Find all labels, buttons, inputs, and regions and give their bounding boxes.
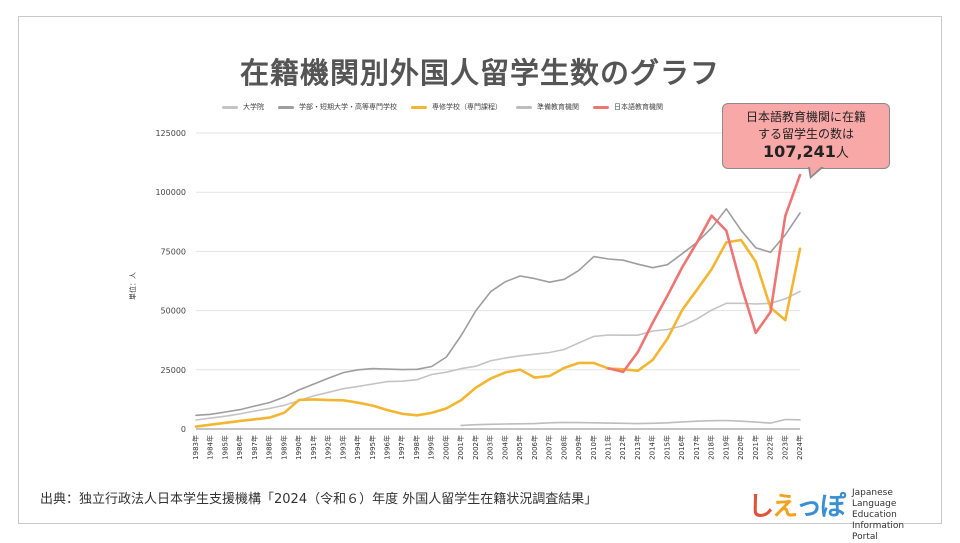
series-line [460, 418, 801, 427]
x-tick-label: 1995年 [368, 435, 377, 460]
x-tick-label: 2017年 [692, 435, 701, 460]
logo-text-line-3: Portal [852, 532, 878, 542]
x-tick-label: 2016年 [677, 435, 686, 460]
legend-swatch [593, 105, 609, 109]
x-tick-label: 2013年 [633, 435, 642, 460]
x-tick-label: 2004年 [500, 435, 509, 460]
x-tick-label: 1989年 [279, 435, 288, 460]
callout-line-1: 日本語教育機関に在籍 [745, 110, 866, 124]
callout-line-2: する留学生の数は [757, 127, 854, 141]
x-tick-label: 1998年 [412, 435, 421, 460]
logo-text-line-1: Japanese Language [852, 488, 897, 509]
y-tick-label: 50000 [161, 307, 186, 316]
legend-swatch [411, 105, 427, 109]
legend-item: 準備教育機関 [516, 102, 579, 112]
x-tick-label: 2022年 [766, 435, 775, 460]
x-tick-label: 1996年 [383, 435, 392, 460]
callout-unit: 人 [835, 146, 849, 161]
series-line [607, 173, 802, 374]
x-tick-label: 2023年 [780, 435, 789, 460]
x-tick-label: 2019年 [721, 435, 730, 460]
y-tick-label: 75000 [161, 247, 186, 256]
portal-logo[interactable]: しえっぽ Japanese Language Education Informa… [748, 486, 938, 542]
x-tick-label: 2008年 [559, 435, 568, 460]
x-tick-label: 1990年 [294, 435, 303, 460]
y-tick-label: 125000 [155, 129, 186, 138]
x-tick-label: 2001年 [456, 435, 465, 460]
x-tick-label: 1993年 [338, 435, 347, 460]
legend-item: 学部・短期大学・高等専門学校 [278, 102, 397, 112]
legend-swatch [516, 105, 532, 109]
legend-item: 大学院 [222, 102, 264, 112]
x-tick-label: 2010年 [589, 435, 598, 460]
logo-char: え [772, 492, 798, 522]
legend-label: 大学院 [243, 103, 264, 111]
chart-legend: 大学院 学部・短期大学・高等専門学校 専修学校（専門課程） 準備教育機関 日本語教育機関 [222, 100, 663, 114]
logo-char: っ [796, 492, 822, 522]
chart-title: 在籍機関別外国人留学生数のグラフ [239, 56, 720, 90]
logo-mark: しえっぽ [748, 486, 846, 523]
legend-label: 専修学校（専門課程） [432, 103, 502, 111]
x-tick-label: 2000年 [441, 435, 450, 460]
callout-value-row: 107,241人 [723, 143, 889, 162]
x-tick-label: 1986年 [235, 435, 244, 460]
x-tick-label: 2021年 [751, 435, 760, 460]
x-tick-label: 2007年 [545, 435, 554, 460]
x-tick-label: 1999年 [427, 435, 436, 460]
x-tick-label: 2015年 [662, 435, 671, 460]
x-tick-label: 1987年 [250, 435, 259, 460]
legend-item: 日本語教育機関 [593, 102, 663, 112]
slide-frame [18, 16, 942, 524]
logo-text-line-2: Education Information [852, 510, 905, 531]
y-tick-label: 0 [181, 425, 186, 434]
x-tick-label: 2011年 [603, 435, 612, 460]
source-citation: 出典：独立行政法人日本学生支援機構「2024（令和６）年度 外国人留学生在籍状況… [40, 492, 598, 507]
callout-value: 107,241 [763, 142, 836, 161]
x-tick-label: 1997年 [397, 435, 406, 460]
x-tick-label: 2006年 [530, 435, 539, 460]
x-tick-label: 2018年 [707, 435, 716, 460]
logo-text: Japanese Language Education Information … [852, 488, 938, 543]
x-tick-label: 2009年 [574, 435, 583, 460]
logo-char: し [748, 492, 774, 522]
legend-label: 学部・短期大学・高等専門学校 [299, 103, 397, 111]
x-tick-label: 2002年 [471, 435, 480, 460]
x-tick-label: 2005年 [515, 435, 524, 460]
legend-label: 日本語教育機関 [614, 103, 663, 111]
x-tick-label: 2020年 [736, 435, 745, 460]
y-tick-label: 100000 [155, 188, 186, 197]
y-tick-label: 25000 [161, 366, 186, 375]
legend-item: 専修学校（専門課程） [411, 102, 502, 112]
series-line [194, 238, 802, 428]
x-tick-label: 1984年 [206, 435, 215, 460]
legend-swatch [278, 105, 294, 109]
legend-label: 準備教育機関 [537, 103, 579, 111]
x-tick-label: 1994年 [353, 435, 362, 460]
callout-bubble: 日本語教育機関に在籍 する留学生の数は 107,241人 [722, 103, 890, 169]
legend-swatch [222, 105, 238, 109]
x-tick-label: 1985年 [220, 435, 229, 460]
x-tick-label: 1983年 [191, 435, 200, 460]
x-tick-label: 2014年 [648, 435, 657, 460]
x-tick-label: 2012年 [618, 435, 627, 460]
callout-tail-fill [810, 166, 822, 176]
x-tick-label: 1991年 [309, 435, 318, 460]
x-tick-label: 1992年 [324, 435, 333, 460]
x-tick-label: 2024年 [795, 435, 804, 460]
logo-char: ぽ [820, 492, 846, 522]
x-tick-label: 1988年 [265, 435, 274, 460]
x-tick-label: 2003年 [486, 435, 495, 460]
